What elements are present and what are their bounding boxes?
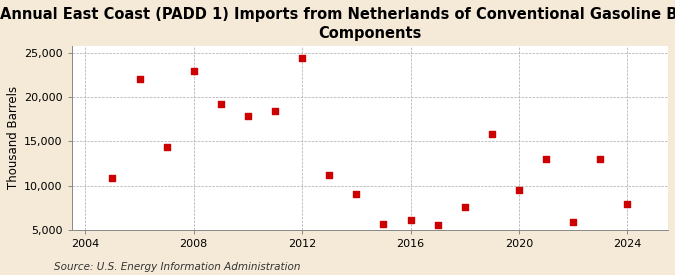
Point bbox=[541, 157, 551, 161]
Point bbox=[514, 188, 524, 192]
Point bbox=[324, 173, 335, 177]
Point bbox=[595, 157, 605, 161]
Point bbox=[215, 102, 226, 106]
Point bbox=[378, 221, 389, 226]
Y-axis label: Thousand Barrels: Thousand Barrels bbox=[7, 86, 20, 189]
Point bbox=[161, 144, 172, 149]
Point bbox=[460, 205, 470, 209]
Point bbox=[242, 114, 253, 118]
Point bbox=[405, 218, 416, 222]
Text: Source: U.S. Energy Information Administration: Source: U.S. Energy Information Administ… bbox=[54, 262, 300, 272]
Point bbox=[487, 132, 497, 136]
Point bbox=[432, 223, 443, 227]
Point bbox=[351, 191, 362, 196]
Point bbox=[134, 77, 145, 82]
Point bbox=[297, 56, 308, 60]
Point bbox=[107, 175, 118, 180]
Point bbox=[622, 202, 632, 206]
Title: Annual East Coast (PADD 1) Imports from Netherlands of Conventional Gasoline Ble: Annual East Coast (PADD 1) Imports from … bbox=[0, 7, 675, 40]
Point bbox=[269, 109, 280, 114]
Point bbox=[568, 220, 578, 224]
Point bbox=[188, 68, 199, 73]
